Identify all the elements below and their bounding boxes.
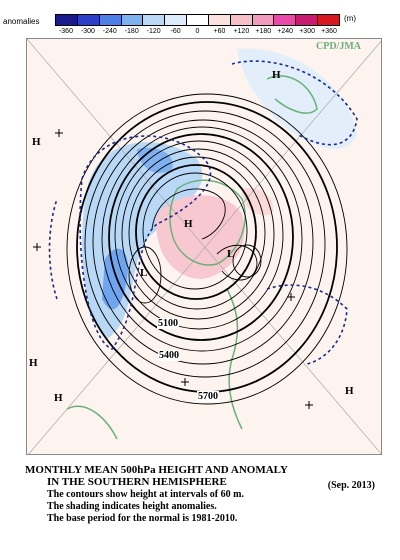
low-marker-center-right: L: [227, 248, 235, 260]
legend-label: -360: [58, 28, 73, 35]
hemisphere-map: H H H H H H L L 5100 5400 5700: [26, 38, 382, 455]
data-credit: CPD/JMA: [316, 41, 361, 52]
caption-note-shading: The shading indicates height anomalies.: [47, 501, 217, 512]
contour-label-5700: 5700: [197, 391, 219, 402]
caption-note-contours: The contours show height at intervals of…: [47, 489, 244, 500]
legend-swatch: [230, 15, 253, 25]
high-marker-left-upper: H: [32, 136, 41, 148]
strong-negative-anomaly-w: [102, 248, 128, 310]
legend-label: +240: [277, 28, 294, 35]
contour-label-5400: 5400: [158, 350, 180, 361]
legend-swatch: [56, 15, 78, 25]
high-marker-pole: H: [184, 218, 193, 230]
antarctica-coast: [169, 179, 246, 266]
legend-swatch: [252, 15, 275, 25]
map-svg: [27, 39, 381, 454]
legend-swatch: [187, 15, 209, 25]
legend-label: -300: [80, 28, 95, 35]
legend-label: -180: [124, 28, 139, 35]
legend-swatch: [143, 15, 166, 25]
legend-label: +120: [233, 28, 250, 35]
contour-label-5100: 5100: [157, 318, 179, 329]
legend-swatch: [274, 15, 297, 25]
legend-label: -120: [146, 28, 161, 35]
legend-swatch: [296, 15, 319, 25]
caption-period: (Sep. 2013): [327, 480, 375, 491]
south-america-coast: [226, 288, 243, 430]
australia-coast: [266, 75, 318, 114]
legend-unit: (m): [344, 14, 356, 23]
legend-label: 0: [195, 28, 200, 35]
legend-swatch: [99, 15, 122, 25]
grid-plus-markers: [33, 129, 313, 409]
legend-swatch: [121, 15, 144, 25]
height-contours: [66, 93, 348, 405]
high-marker-bottom-right: H: [345, 385, 354, 397]
anomaly-color-scale: [55, 14, 340, 26]
legend-label: +60: [213, 28, 226, 35]
meridian-line-2: [28, 40, 381, 454]
legend-label: +180: [255, 28, 272, 35]
legend-swatch: [208, 15, 231, 25]
legend-swatch: [77, 15, 100, 25]
legend-label: -60: [170, 28, 181, 35]
zero-anomaly-lines: [48, 60, 358, 365]
legend-label: -240: [102, 28, 117, 35]
legend-label: +300: [299, 28, 315, 35]
low-marker-center-left: L: [140, 267, 148, 279]
high-marker-top: H: [272, 69, 281, 81]
caption-title-line1: MONTHLY MEAN 500hPa HEIGHT AND ANOMALY: [25, 464, 288, 476]
negative-anomaly-ne: [237, 48, 357, 149]
high-marker-left-lower: H: [29, 357, 38, 369]
caption-note-base-period: The base period for the normal is 1981-2…: [47, 513, 238, 524]
caption: MONTHLY MEAN 500hPa HEIGHT AND ANOMALY I…: [25, 464, 385, 524]
high-marker-bottom-left: H: [54, 392, 63, 404]
legend-title: anomalies: [3, 17, 40, 26]
legend-swatch: [165, 15, 188, 25]
legend-swatch: [318, 15, 339, 25]
anomaly-scale-labels: -360 -300 -240 -180 -120 -60 0 +60 +120 +180 +240 +…: [55, 28, 340, 38]
africa-coast: [66, 405, 118, 440]
caption-title-line2: IN THE SOUTHERN HEMISPHERE: [47, 476, 227, 488]
legend-label: +360: [321, 28, 337, 35]
